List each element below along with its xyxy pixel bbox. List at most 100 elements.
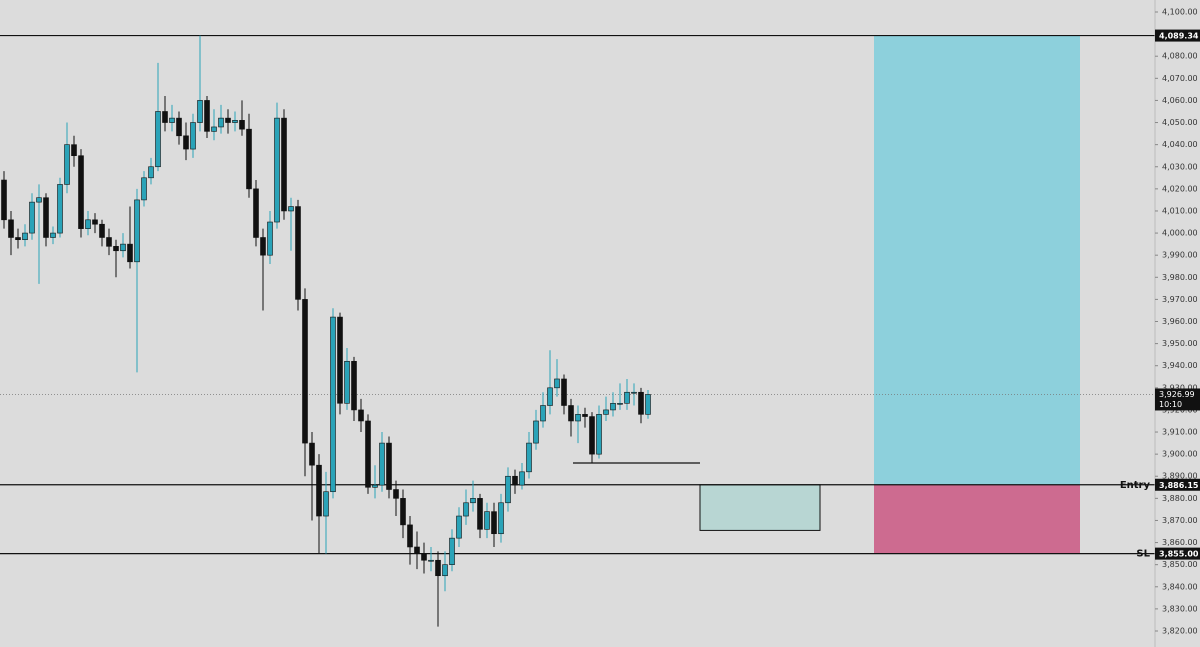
y-tick-label: 3,830.00 — [1162, 604, 1198, 613]
candle-body — [526, 442, 532, 473]
candle-body — [190, 122, 196, 150]
y-tick-label: 3,950.00 — [1162, 339, 1198, 348]
y-tick-label: 4,000.00 — [1162, 229, 1198, 238]
candle-body — [211, 126, 217, 132]
candle-body — [603, 409, 609, 415]
candle-body — [8, 219, 14, 238]
candle-body — [246, 128, 252, 190]
candle-body — [484, 511, 490, 530]
candle-body — [344, 360, 350, 404]
candle-body — [589, 416, 595, 455]
candle-body — [533, 420, 539, 444]
y-tick-label: 4,080.00 — [1162, 52, 1198, 61]
candle-body — [267, 221, 273, 256]
candle-body — [386, 442, 392, 490]
candle-body — [15, 237, 21, 241]
y-tick-label: 3,860.00 — [1162, 538, 1198, 547]
level-label: 3,855.00 — [1159, 550, 1199, 559]
y-tick-label: 3,910.00 — [1162, 428, 1198, 437]
candle-body — [197, 100, 203, 123]
candle-body — [617, 402, 623, 405]
candle-body — [568, 405, 574, 422]
candle-body — [218, 117, 224, 128]
candle-body — [232, 120, 238, 123]
candle-body — [169, 117, 175, 123]
y-tick-label: 3,850.00 — [1162, 560, 1198, 569]
candle-body — [323, 491, 329, 517]
last-price-label: 3,926.99 — [1159, 390, 1195, 399]
y-tick-label: 4,030.00 — [1162, 162, 1198, 171]
candle-body — [92, 219, 98, 225]
candle-body — [295, 206, 301, 300]
candle-body — [85, 219, 91, 229]
candle-body — [330, 316, 336, 493]
stop-box — [874, 484, 1080, 554]
y-tick-label: 3,840.00 — [1162, 582, 1198, 591]
target-box — [874, 35, 1080, 485]
countdown-label: 10:10 — [1159, 400, 1182, 409]
level-label-box — [1155, 547, 1200, 560]
candle-body — [463, 502, 469, 517]
level-name: Entry — [1120, 480, 1151, 491]
candle-body — [99, 223, 105, 238]
level-label-box — [1155, 478, 1200, 491]
zone-box — [699, 484, 821, 531]
candle-body — [575, 414, 581, 422]
y-tick-label: 4,050.00 — [1162, 118, 1198, 127]
y-tick-label: 4,040.00 — [1162, 140, 1198, 149]
candle-body — [421, 553, 427, 561]
candle-body — [78, 155, 84, 229]
candle-body — [435, 559, 441, 577]
y-tick-label: 4,070.00 — [1162, 74, 1198, 83]
candle-body — [239, 120, 245, 130]
candle-body — [260, 237, 266, 256]
y-tick-label: 3,940.00 — [1162, 361, 1198, 370]
candle-body — [351, 360, 357, 411]
candle-body — [456, 515, 462, 539]
y-tick-label: 3,960.00 — [1162, 317, 1198, 326]
candle-body — [470, 498, 476, 504]
y-tick-label: 4,020.00 — [1162, 184, 1198, 193]
y-tick-label: 3,870.00 — [1162, 516, 1198, 525]
candle-body — [155, 111, 161, 168]
candle-body — [281, 117, 287, 212]
y-tick-label: 3,930.00 — [1162, 383, 1198, 392]
candle-body — [638, 391, 644, 415]
candle-body — [162, 111, 168, 123]
candle-body — [379, 442, 385, 486]
y-tick-label: 3,980.00 — [1162, 273, 1198, 282]
y-tick-label: 4,100.00 — [1162, 8, 1198, 17]
candle-body — [393, 489, 399, 499]
candle-body — [512, 475, 518, 486]
candle-body — [428, 559, 434, 562]
candle-body — [225, 117, 231, 123]
candle-body — [29, 201, 35, 234]
candle-body — [183, 135, 189, 150]
candle-body — [176, 117, 182, 137]
candle-body — [491, 511, 497, 535]
candle-body — [316, 464, 322, 517]
candle-body — [309, 442, 315, 466]
candle-body — [71, 144, 77, 156]
candle-body — [547, 387, 553, 406]
candle-body — [596, 414, 602, 455]
candle-body — [365, 420, 371, 488]
candle-body — [449, 537, 455, 565]
candle-body — [1, 179, 7, 221]
level-name: SL — [1136, 549, 1150, 560]
y-tick-label: 3,990.00 — [1162, 251, 1198, 260]
candle-body — [120, 243, 126, 252]
y-tick-label: 3,890.00 — [1162, 472, 1198, 481]
candle-body — [337, 316, 343, 404]
candle-body — [204, 100, 210, 132]
candle-body — [106, 237, 112, 247]
level-label: 3,886.15 — [1159, 481, 1199, 490]
candle-body — [519, 471, 525, 486]
candle-body — [274, 117, 280, 223]
candle-body — [624, 391, 630, 404]
candle-body — [561, 378, 567, 406]
candle-body — [477, 498, 483, 530]
candle-body — [134, 199, 140, 263]
candle-body — [372, 484, 378, 488]
